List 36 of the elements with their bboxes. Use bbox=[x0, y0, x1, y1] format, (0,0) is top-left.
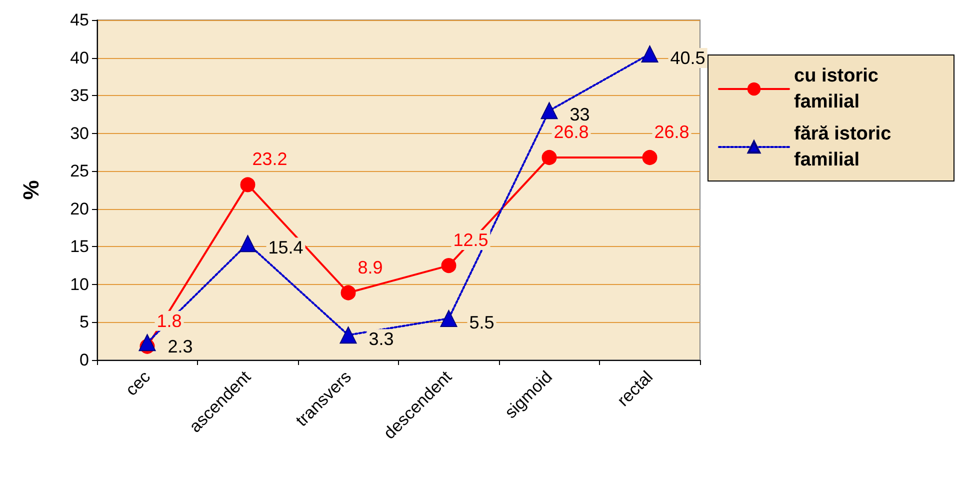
point bbox=[440, 310, 458, 327]
point bbox=[138, 334, 156, 352]
y-tick-label: 35 bbox=[70, 86, 89, 106]
data-label: 2.3 bbox=[168, 336, 193, 357]
point bbox=[540, 102, 558, 120]
data-label: 12.5 bbox=[453, 230, 488, 250]
y-tick-label: 10 bbox=[70, 274, 89, 294]
data-label: 15.4 bbox=[268, 238, 304, 258]
data-label: 26.8 bbox=[654, 122, 690, 142]
y-tick-label: 20 bbox=[70, 199, 89, 218]
y-axis-title: % bbox=[18, 180, 44, 200]
data-label: 33 bbox=[570, 104, 590, 125]
data-label: 40.5 bbox=[670, 48, 706, 68]
point bbox=[542, 150, 557, 166]
y-tick-label: 30 bbox=[70, 124, 89, 143]
point bbox=[441, 258, 456, 274]
point bbox=[340, 285, 356, 300]
data-label: 5.5 bbox=[469, 312, 494, 332]
x-tick-label: cec bbox=[122, 366, 154, 400]
y-tick-label: 0 bbox=[80, 350, 89, 370]
legend-label: fără istoric familial bbox=[794, 124, 896, 170]
y-tick-label: 40 bbox=[70, 48, 89, 68]
point bbox=[642, 150, 658, 166]
y-tick-label: 5 bbox=[80, 312, 89, 332]
point bbox=[240, 177, 256, 192]
y-tick-label: 25 bbox=[70, 162, 89, 181]
point bbox=[340, 326, 357, 344]
data-label: 23.2 bbox=[252, 149, 288, 170]
data-label: 1.8 bbox=[156, 310, 182, 331]
data-label: 8.9 bbox=[358, 257, 383, 278]
point bbox=[239, 235, 256, 252]
data-label: 3.3 bbox=[368, 329, 394, 350]
y-tick-label: 45 bbox=[70, 10, 89, 30]
data-label: 26.8 bbox=[554, 122, 589, 142]
point bbox=[641, 46, 658, 62]
y-tick-label: 15 bbox=[70, 237, 89, 256]
